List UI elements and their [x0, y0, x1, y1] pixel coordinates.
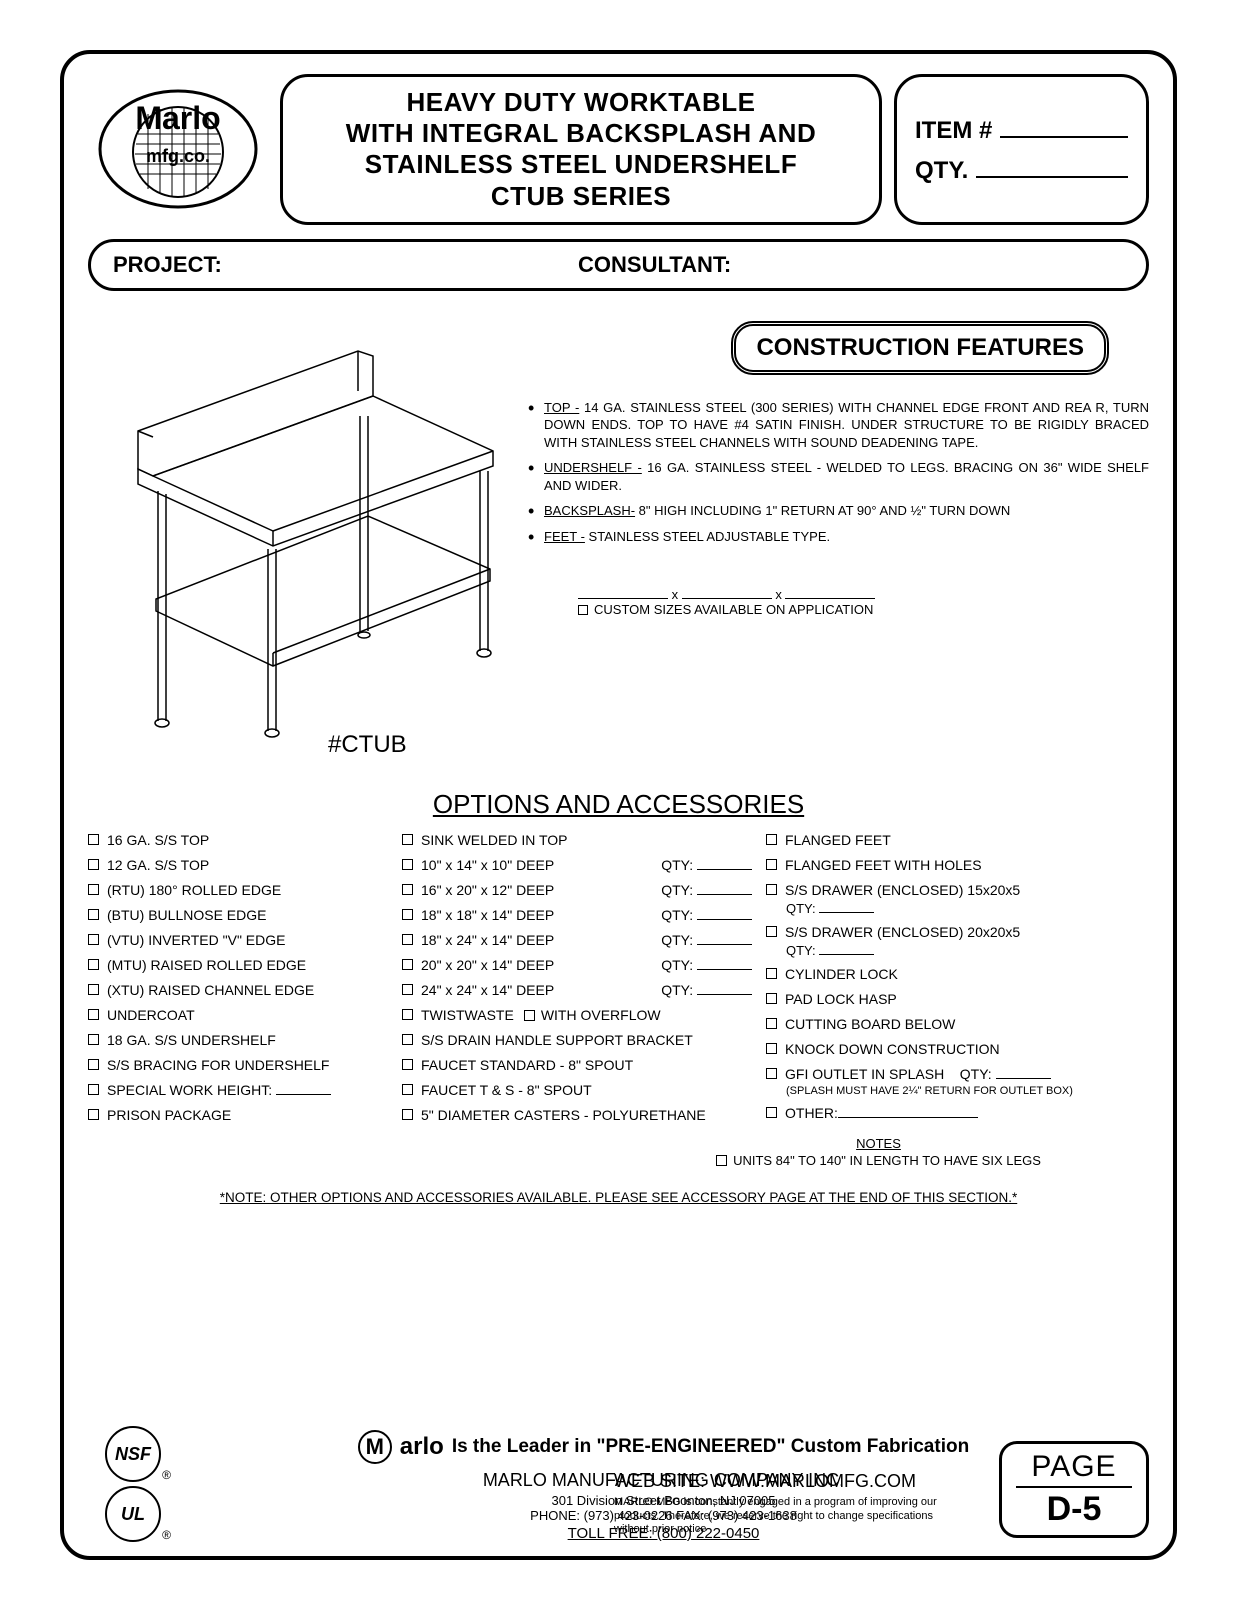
option-checkbox[interactable] [88, 984, 99, 995]
notes-block: NOTES UNITS 84" TO 140" IN LENGTH TO HAV… [608, 1136, 1149, 1168]
page-number-box: PAGE D-5 [999, 1441, 1149, 1538]
option-checkbox[interactable] [402, 909, 413, 920]
footer-brand: arlo [400, 1433, 444, 1461]
options-title: OPTIONS AND ACCESSORIES [88, 789, 1149, 820]
gfi-note: (SPLASH MUST HAVE 2¼" RETURN FOR OUTLET … [786, 1085, 1106, 1097]
item-number-label: ITEM # [915, 117, 992, 145]
option-checkbox[interactable] [402, 934, 413, 945]
website: WEB SITE: WWW.MARLOMFG.COM [614, 1471, 969, 1492]
option-checkbox[interactable] [402, 859, 413, 870]
nsf-badge: NSF [105, 1426, 161, 1482]
option-checkbox[interactable] [88, 959, 99, 970]
ul-badge: UL [105, 1486, 161, 1542]
custom-dim-2[interactable] [682, 586, 772, 599]
qty-field[interactable] [697, 944, 752, 945]
svg-text:mfg.co.: mfg.co. [146, 146, 210, 166]
option-checkbox[interactable] [402, 1109, 413, 1120]
option-checkbox[interactable] [88, 1109, 99, 1120]
qty-field[interactable] [697, 894, 752, 895]
options-col-3: FLANGED FEETFLANGED FEET WITH HOLES S/S … [766, 832, 1106, 1132]
option-checkbox[interactable] [766, 926, 777, 937]
qty-field[interactable] [819, 912, 874, 913]
option-checkbox[interactable] [402, 1084, 413, 1095]
project-label: PROJECT: [113, 252, 578, 278]
qty-field[interactable] [697, 919, 752, 920]
model-number: #CTUB [328, 731, 407, 759]
footer-logo-icon: M [358, 1430, 392, 1464]
product-title-box: HEAVY DUTY WORKTABLE WITH INTEGRAL BACKS… [280, 74, 882, 225]
custom-dim-3[interactable] [785, 586, 875, 599]
disclaimer: MARLO MFG is constantly engaged in a pro… [614, 1496, 969, 1536]
qty-field[interactable] [819, 954, 874, 955]
title-line4: CTUB SERIES [491, 181, 671, 211]
option-checkbox[interactable] [402, 984, 413, 995]
title-line1: HEAVY DUTY WORKTABLE [407, 87, 756, 117]
construction-features-list: TOP - 14 GA. STAINLESS STEEL (300 SERIES… [528, 399, 1149, 546]
company-logo: Marlo mfg.co. [88, 74, 268, 214]
item-qty-box: ITEM # QTY. [894, 74, 1149, 225]
option-checkbox[interactable] [766, 968, 777, 979]
option-checkbox[interactable] [766, 1043, 777, 1054]
other-field[interactable] [838, 1117, 978, 1118]
item-number-field[interactable] [1000, 121, 1128, 139]
option-checkbox[interactable] [766, 993, 777, 1004]
option-checkbox[interactable] [402, 959, 413, 970]
qty-label: QTY. [915, 157, 968, 185]
project-consultant-row: PROJECT: CONSULTANT: [88, 239, 1149, 291]
option-checkbox[interactable] [88, 1084, 99, 1095]
bottom-note: *NOTE: OTHER OPTIONS AND ACCESSORIES AVA… [88, 1190, 1149, 1205]
consultant-label: CONSULTANT: [578, 252, 731, 278]
option-checkbox[interactable] [402, 1034, 413, 1045]
option-checkbox[interactable] [88, 834, 99, 845]
option-checkbox[interactable] [88, 1009, 99, 1020]
footer-tagline: Is the Leader in "PRE-ENGINEERED" Custom… [452, 1436, 969, 1458]
option-checkbox[interactable] [88, 859, 99, 870]
option-checkbox[interactable] [402, 834, 413, 845]
qty-field[interactable] [996, 1078, 1051, 1079]
qty-field[interactable] [697, 969, 752, 970]
option-checkbox[interactable] [766, 1107, 777, 1118]
option-checkbox[interactable] [766, 834, 777, 845]
options-col-2: SINK WELDED IN TOP 10" x 14" x 10" DEEPQ… [402, 832, 752, 1132]
custom-size-block: x x CUSTOM SIZES AVAILABLE ON APPLICATIO… [528, 586, 1149, 617]
option-checkbox[interactable] [766, 1068, 777, 1079]
custom-dim-1[interactable] [578, 586, 668, 599]
title-line2: WITH INTEGRAL BACKSPLASH AND [346, 118, 816, 148]
option-checkbox[interactable] [402, 1009, 413, 1020]
option-checkbox[interactable] [766, 859, 777, 870]
option-checkbox[interactable] [88, 1059, 99, 1070]
option-checkbox[interactable] [88, 909, 99, 920]
qty-field[interactable] [697, 994, 752, 995]
options-col-1: 16 GA. S/S TOP12 GA. S/S TOP(RTU) 180° R… [88, 832, 388, 1132]
option-checkbox[interactable] [88, 934, 99, 945]
option-checkbox[interactable] [402, 884, 413, 895]
work-height-field[interactable] [276, 1094, 331, 1095]
title-line3: STAINLESS STEEL UNDERSHELF [365, 149, 797, 179]
option-checkbox[interactable] [88, 884, 99, 895]
svg-text:Marlo: Marlo [135, 100, 220, 136]
option-checkbox[interactable] [716, 1155, 727, 1166]
custom-size-checkbox[interactable] [578, 605, 588, 615]
qty-field[interactable] [697, 869, 752, 870]
product-illustration [98, 321, 498, 741]
option-checkbox[interactable] [524, 1010, 535, 1021]
construction-features-title: CONSTRUCTION FEATURES [731, 321, 1109, 375]
qty-field[interactable] [976, 161, 1128, 179]
option-checkbox[interactable] [402, 1059, 413, 1070]
option-checkbox[interactable] [88, 1034, 99, 1045]
option-checkbox[interactable] [766, 1018, 777, 1029]
option-checkbox[interactable] [766, 884, 777, 895]
